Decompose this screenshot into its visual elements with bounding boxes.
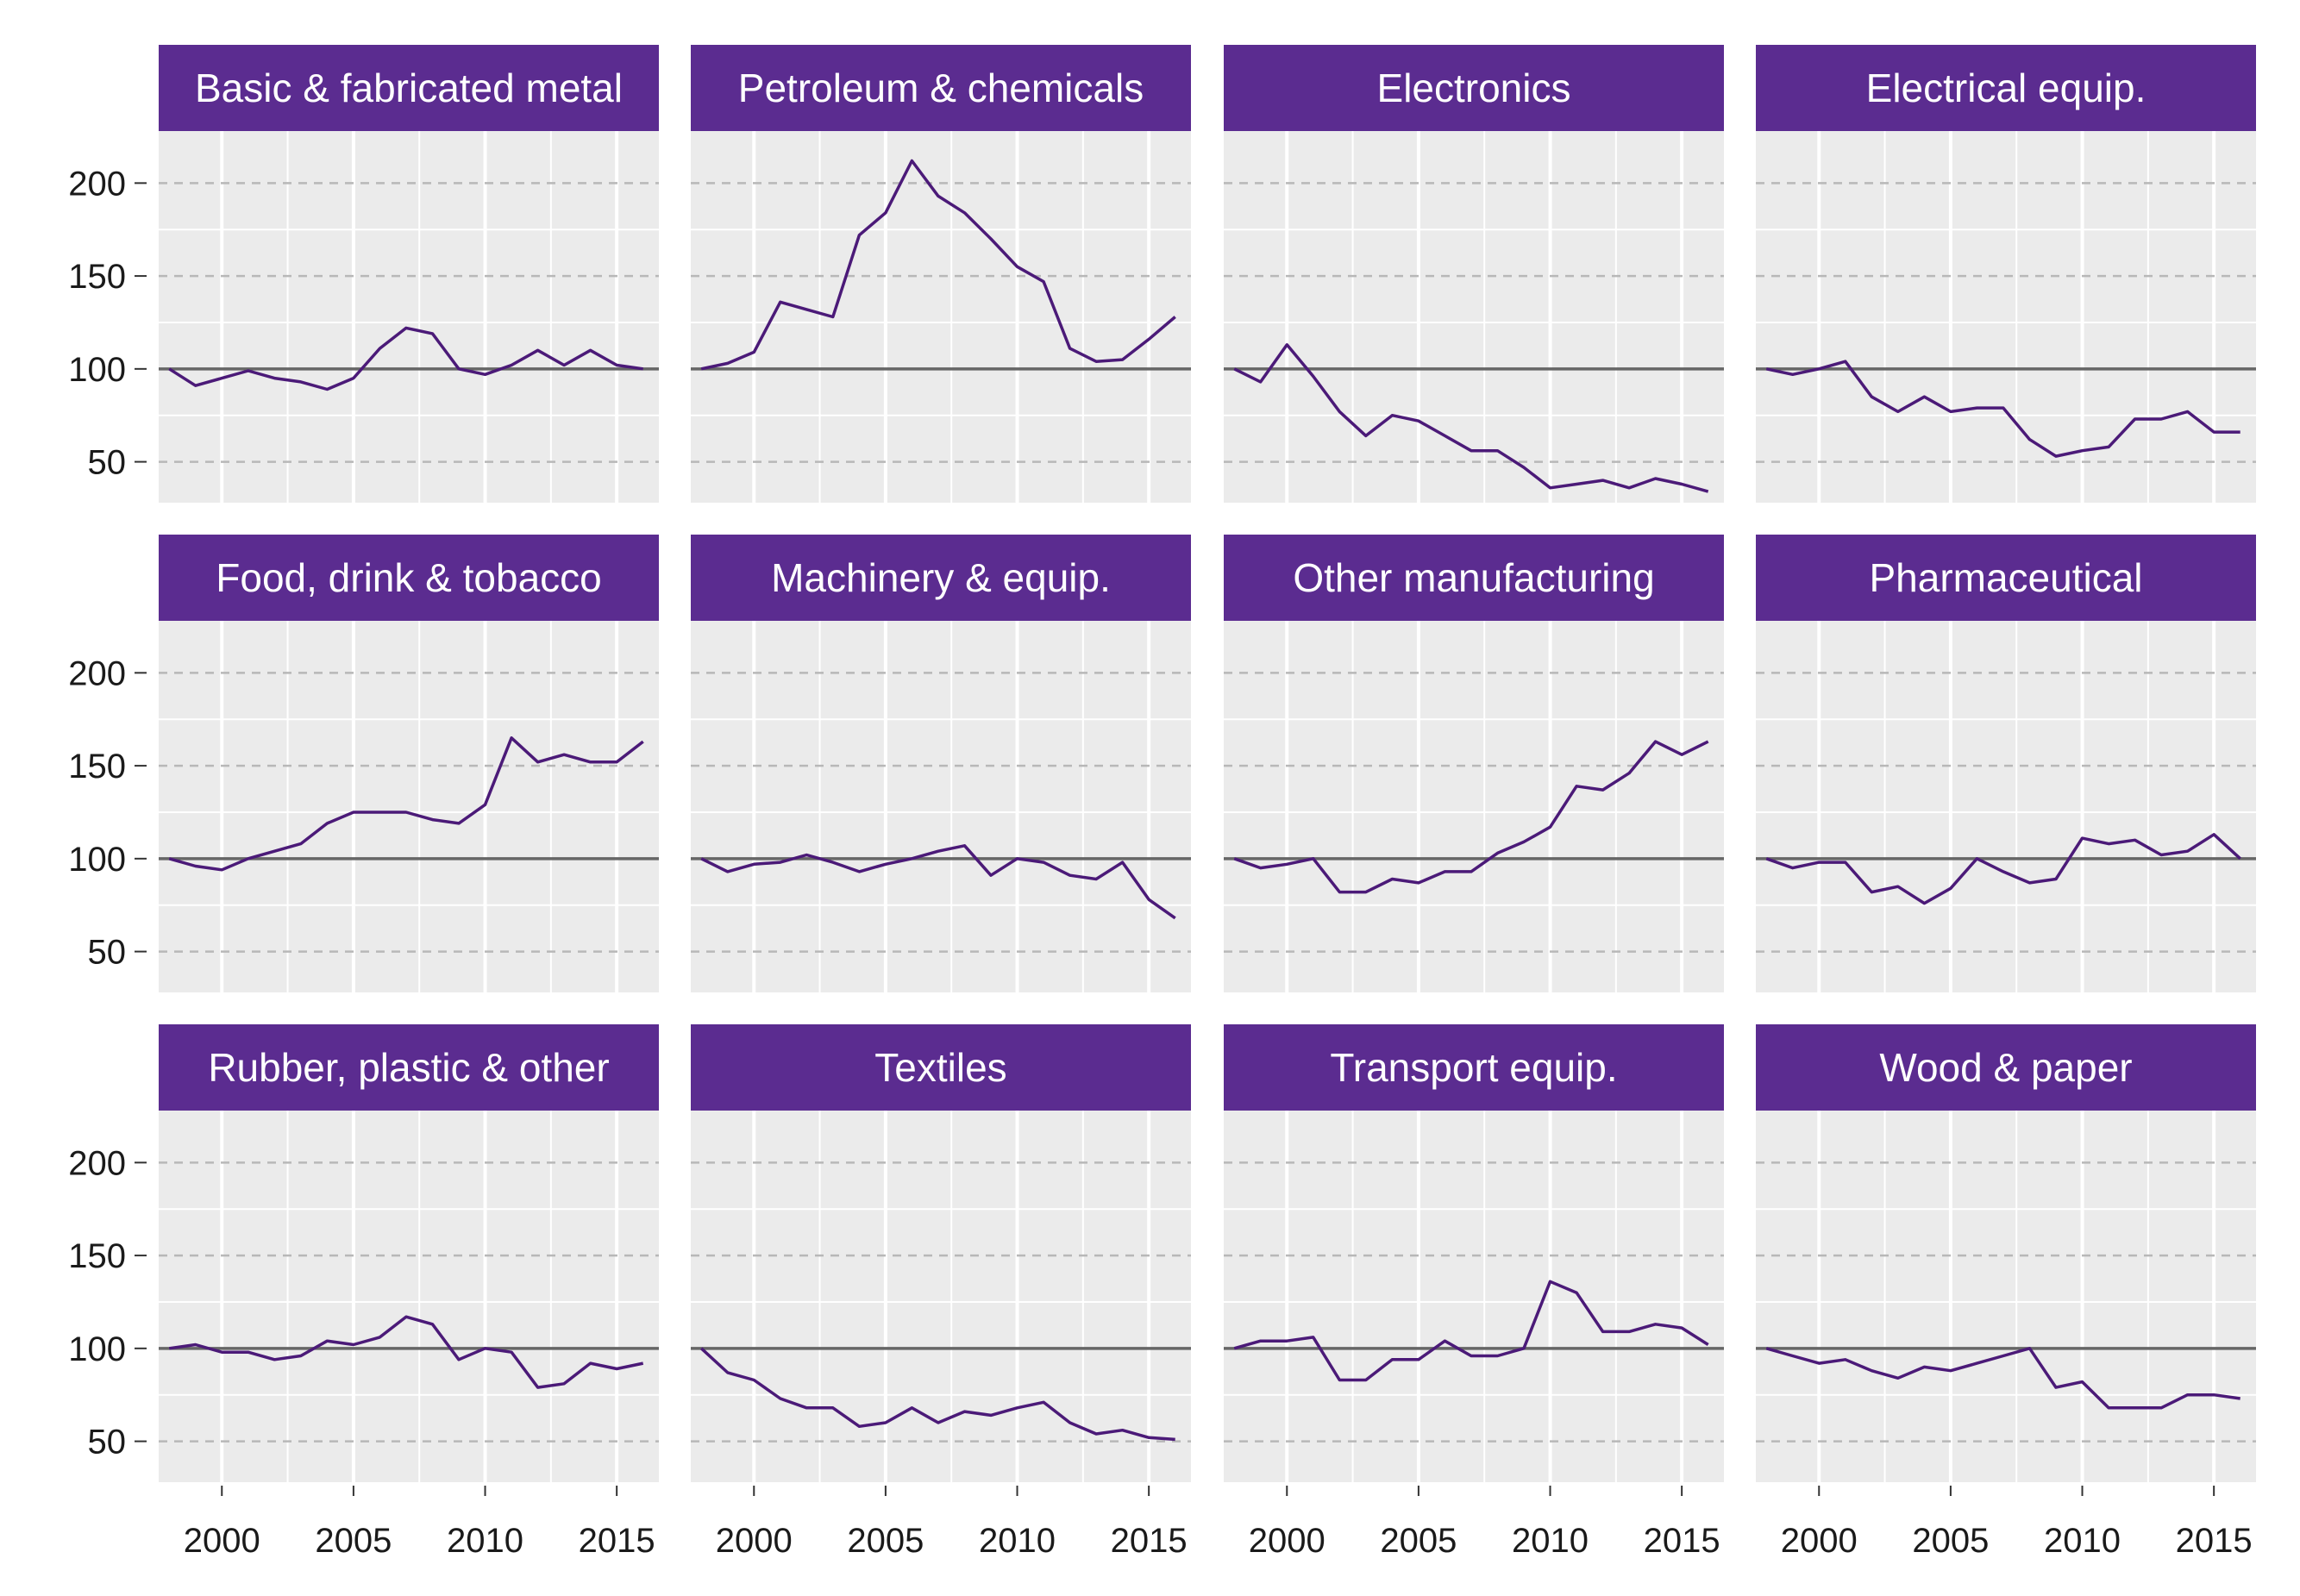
panel-background	[691, 621, 1191, 992]
facet-title: Other manufacturing	[1293, 555, 1654, 600]
facet-panel-7: Other manufacturing	[1224, 535, 1724, 992]
facet-panel-1: Basic & fabricated metal	[159, 45, 659, 503]
facet-panel-2: Petroleum & chemicals	[691, 45, 1191, 503]
panel-background	[1224, 131, 1724, 503]
y-tick-label: 50	[88, 1424, 127, 1461]
facet-title: Petroleum & chemicals	[738, 66, 1144, 110]
series-line	[168, 736, 644, 872]
x-tick-label: 2010	[2044, 1522, 2121, 1560]
facet-strip	[1224, 535, 1724, 621]
facet-strip	[1756, 45, 2256, 131]
y-tick-label: 200	[68, 1144, 126, 1182]
panel-background	[1756, 621, 2256, 992]
x-tick-label: 2005	[1912, 1522, 1989, 1560]
panel-background	[1224, 621, 1724, 992]
facet-title: Wood & paper	[1879, 1045, 2132, 1090]
facet-title: Electrical equip.	[1866, 66, 2146, 110]
facet-title: Rubber, plastic & other	[208, 1045, 609, 1090]
facet-panel-10: Textiles	[691, 1024, 1191, 1482]
facet-strip	[159, 535, 659, 621]
panel-background	[1224, 1111, 1724, 1482]
facet-title: Basic & fabricated metal	[195, 66, 623, 110]
y-tick-label: 150	[68, 1237, 126, 1275]
x-tick-label: 2000	[1249, 1522, 1325, 1560]
x-tick-label: 2010	[447, 1522, 523, 1560]
panel-background	[691, 131, 1191, 503]
series-line	[1233, 343, 1709, 493]
facet-panel-12: Wood & paper	[1756, 1024, 2256, 1482]
x-tick-label: 2010	[979, 1522, 1056, 1560]
facet-panel-11: Transport equip.	[1224, 1024, 1724, 1482]
facet-strip	[1224, 45, 1724, 131]
series-line	[1233, 1280, 1709, 1382]
facet-strip	[159, 45, 659, 131]
y-tick-label: 50	[88, 934, 127, 972]
x-tick-label: 2015	[1111, 1522, 1188, 1560]
facet-panel-6: Machinery & equip.	[691, 535, 1191, 992]
x-tick-label: 2005	[1380, 1522, 1457, 1560]
facet-title: Textiles	[874, 1045, 1006, 1090]
y-tick-label: 200	[68, 654, 126, 692]
facet-title: Machinery & equip.	[771, 555, 1111, 600]
series-line	[168, 1315, 644, 1389]
series-line	[1765, 1347, 2240, 1410]
facet-strip	[691, 535, 1191, 621]
facet-panel-4: Electrical equip.	[1756, 45, 2256, 503]
x-tick-label: 2000	[1781, 1522, 1858, 1560]
x-tick-label: 2005	[847, 1522, 924, 1560]
facet-strip	[691, 1024, 1191, 1111]
facet-strip	[1224, 1024, 1724, 1111]
facet-title: Electronics	[1377, 66, 1571, 110]
panel-background	[1756, 1111, 2256, 1482]
x-tick-label: 2000	[716, 1522, 793, 1560]
facet-strip	[1756, 535, 2256, 621]
x-tick-label: 2005	[315, 1522, 392, 1560]
x-tick-label: 2015	[1644, 1522, 1720, 1560]
series-line	[1765, 360, 2240, 458]
facet-panel-5: Food, drink & tobacco	[159, 535, 659, 992]
x-tick-label: 2010	[1512, 1522, 1589, 1560]
series-line	[700, 1347, 1175, 1442]
facet-strip	[159, 1024, 659, 1111]
facet-panel-9: Rubber, plastic & other	[159, 1024, 659, 1482]
facet-title: Food, drink & tobacco	[216, 555, 601, 600]
y-tick-label: 100	[68, 1330, 126, 1368]
y-tick-label: 100	[68, 841, 126, 879]
panel-background	[1756, 131, 2256, 503]
series-line	[168, 326, 643, 391]
panel-background	[159, 1111, 659, 1482]
series-line	[1765, 833, 2241, 905]
panel-background	[691, 1111, 1191, 1482]
panel-background	[159, 131, 659, 503]
x-tick-label: 2015	[2176, 1522, 2253, 1560]
x-tick-label: 2000	[184, 1522, 260, 1560]
facet-strip	[1756, 1024, 2256, 1111]
facet-panel-3: Electronics	[1224, 45, 1724, 503]
y-tick-label: 150	[68, 258, 126, 296]
series-line	[700, 844, 1176, 920]
y-tick-label: 150	[68, 748, 126, 785]
series-line	[1233, 740, 1709, 894]
x-tick-label: 2015	[579, 1522, 655, 1560]
panel-background	[159, 621, 659, 992]
facet-panel-8: Pharmaceutical	[1756, 535, 2256, 992]
series-line	[700, 159, 1176, 371]
facet-title: Transport equip.	[1330, 1045, 1617, 1090]
y-tick-label: 200	[68, 165, 126, 203]
facet-title: Pharmaceutical	[1869, 555, 2142, 600]
facet-strip	[691, 45, 1191, 131]
y-tick-label: 50	[88, 444, 127, 482]
y-tick-label: 100	[68, 351, 126, 389]
